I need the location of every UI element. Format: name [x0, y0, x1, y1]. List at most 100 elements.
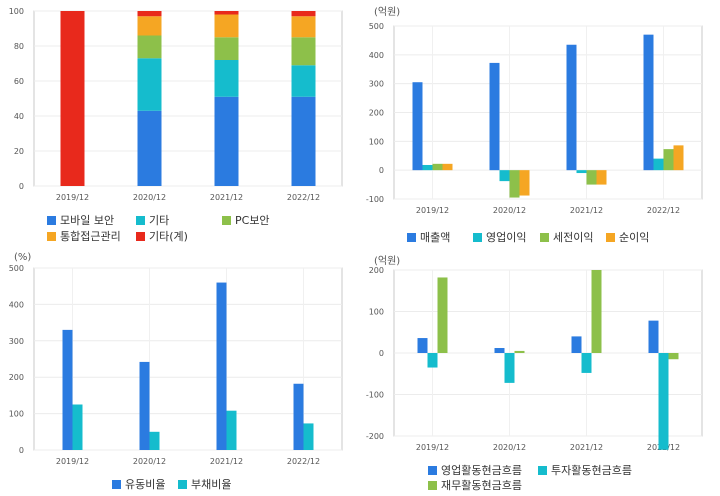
chart-profit: (억원) -100 0 100 200 300 400 500 2019/12 2020/12 2… [360, 0, 720, 248]
x-tick-label: 2019/12 [416, 443, 449, 452]
legend-swatch [540, 233, 549, 242]
legend-swatch [136, 232, 145, 241]
bar [658, 353, 669, 450]
bar [226, 410, 237, 450]
chart-ratios: (%) 0 100 200 300 400 500 2019/12 2020/12 2021/1… [0, 248, 360, 496]
bar [427, 353, 438, 368]
bar [504, 353, 515, 383]
plot-frame [33, 267, 343, 451]
legend-swatch [112, 480, 121, 489]
legend-label: 세전이익 [553, 231, 594, 244]
y-tick-label: 200 [9, 373, 24, 382]
bar [494, 348, 505, 353]
bar [214, 60, 239, 97]
y-tick-label: 400 [9, 300, 24, 309]
bar [214, 37, 239, 60]
bar [591, 270, 602, 353]
legend-label: 순이익 [619, 231, 650, 244]
legend-label: 기타 [149, 214, 170, 227]
chart-sales-mix: 0 20 40 60 80 100 2019/12 2020/12 2021/12 2022/12… [0, 0, 360, 248]
y-tick-label: 0 [19, 182, 24, 191]
bar [291, 65, 316, 97]
legend-item: 투자활동현금흐름 [538, 462, 632, 478]
chart-cashflow-unit: (억원) [374, 256, 401, 267]
y-tick-label: -100 [366, 195, 384, 204]
y-tick-label: 0 [379, 349, 384, 358]
legend-label: 영업활동현금흐름 [441, 464, 522, 477]
y-tick-label: 300 [9, 337, 24, 346]
bar [293, 383, 304, 450]
x-tick-label: 2019/12 [416, 206, 449, 215]
y-tick-label: 400 [369, 51, 384, 60]
y-tick-label: 20 [14, 147, 24, 156]
legend-swatch [47, 232, 56, 241]
plot-frame [33, 10, 343, 187]
bar [489, 62, 500, 171]
y-tick-label: 100 [369, 137, 384, 146]
legend-item: 모바일 보안 [47, 212, 114, 228]
bar [519, 170, 530, 196]
legend-item: 부채비율 [178, 476, 231, 492]
bar [291, 16, 316, 38]
legend-swatch [428, 481, 437, 490]
legend-swatch [606, 233, 615, 242]
x-tick-label: 2020/12 [493, 206, 526, 215]
y-tick-label: 80 [14, 42, 24, 51]
legend-label: 부채비율 [191, 478, 232, 491]
x-tick-label: 2022/12 [647, 206, 680, 215]
y-tick-label: 100 [9, 410, 24, 419]
bar [137, 110, 162, 186]
chart-ratios-plot: 0 100 200 300 400 500 2019/12 2020/12 2021/12 202… [9, 264, 343, 466]
bar [137, 16, 162, 36]
bar [412, 82, 423, 171]
bar [137, 58, 162, 111]
bar [663, 149, 674, 171]
bar [581, 353, 592, 373]
legend-item: 영업활동현금흐름 [428, 462, 522, 478]
legend-label: 재무활동현금흐름 [441, 479, 522, 492]
chart-profit-unit: (억원) [374, 7, 401, 18]
bar [643, 34, 654, 171]
legend-label: 통합접근관리 [60, 230, 121, 243]
legend-label: 매출액 [420, 231, 451, 244]
chart-ratios-unit: (%) [14, 252, 32, 263]
legend-swatch [428, 466, 437, 475]
bar [60, 11, 85, 186]
bar [149, 431, 160, 450]
legend-swatch [407, 233, 416, 242]
chart-cashflow-plot: -200-10001002002019/122020/122021/122022… [366, 266, 703, 452]
y-tick-label: 500 [9, 264, 24, 273]
legend-item: 세전이익 [540, 229, 593, 245]
bar [596, 170, 607, 185]
chart-sales-mix-plot: 0 20 40 60 80 100 2019/12 2020/12 2021/12 2022/12 [9, 7, 343, 202]
legend-label: 모바일 보안 [60, 214, 115, 227]
bar [668, 353, 679, 360]
legend-item: PC보안 [222, 212, 270, 228]
legend-swatch [47, 216, 56, 225]
bar [586, 170, 597, 185]
bar [566, 44, 577, 171]
bar [442, 163, 453, 171]
x-tick-label: 2022/12 [287, 457, 320, 466]
chart-cashflow: (억원) -200 -100 0 100 200 2019/12 2020/12 2021/1… [360, 248, 720, 496]
legend-item: 매출액 [407, 229, 450, 245]
bar [648, 320, 659, 353]
bar [62, 329, 73, 450]
x-tick-label: 2019/12 [56, 457, 89, 466]
legend-label: PC보안 [235, 214, 270, 227]
bar [437, 277, 448, 353]
legend-swatch [538, 466, 547, 475]
bar [216, 282, 227, 450]
bar [576, 170, 587, 174]
y-tick-label: -200 [366, 432, 384, 441]
x-tick-label: 2021/12 [570, 443, 603, 452]
bar [417, 338, 428, 353]
y-tick-label: 100 [369, 308, 384, 317]
y-tick-label: 40 [14, 112, 24, 121]
y-tick-label: 500 [369, 22, 384, 31]
bar [432, 163, 443, 171]
legend-label: 영업이익 [486, 231, 527, 244]
bar [422, 164, 433, 171]
bar [673, 145, 684, 171]
bar [653, 158, 664, 171]
